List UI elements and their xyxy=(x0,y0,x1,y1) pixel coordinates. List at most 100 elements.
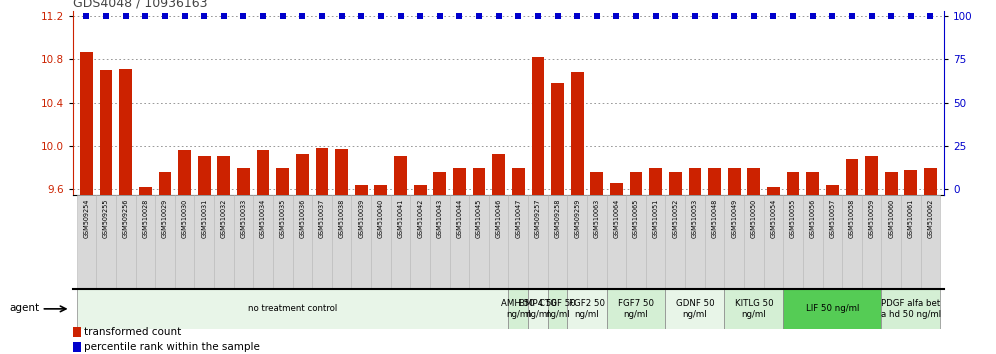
Bar xyxy=(410,195,430,289)
Bar xyxy=(532,57,544,195)
Text: GSM510038: GSM510038 xyxy=(339,199,345,238)
Text: GSM510058: GSM510058 xyxy=(849,199,855,238)
Bar xyxy=(705,195,724,289)
Bar xyxy=(80,52,93,195)
Text: GSM510030: GSM510030 xyxy=(181,199,187,238)
Text: GSM510044: GSM510044 xyxy=(456,199,462,238)
Bar xyxy=(100,70,113,195)
Bar xyxy=(587,195,607,289)
Text: GSM510028: GSM510028 xyxy=(142,199,148,238)
Bar xyxy=(901,195,920,289)
Bar xyxy=(97,195,116,289)
Bar xyxy=(708,168,721,195)
Bar xyxy=(316,148,329,195)
Bar xyxy=(139,187,151,195)
Bar xyxy=(253,195,273,289)
Text: GSM510039: GSM510039 xyxy=(359,199,365,238)
Text: GSM510035: GSM510035 xyxy=(280,199,286,238)
Bar xyxy=(336,149,348,195)
Bar xyxy=(237,168,250,195)
Text: GSM509254: GSM509254 xyxy=(84,199,90,238)
Bar xyxy=(234,195,253,289)
Bar xyxy=(843,195,862,289)
Bar xyxy=(881,195,901,289)
Bar xyxy=(158,172,171,195)
Text: GSM510054: GSM510054 xyxy=(771,199,777,238)
Bar xyxy=(744,195,764,289)
Bar xyxy=(862,195,881,289)
Bar xyxy=(508,289,528,329)
Bar xyxy=(665,289,724,329)
Bar xyxy=(551,83,564,195)
Bar xyxy=(293,195,312,289)
Bar xyxy=(764,195,783,289)
Bar xyxy=(803,195,823,289)
Text: GSM510033: GSM510033 xyxy=(240,199,246,238)
Bar xyxy=(787,172,800,195)
Bar xyxy=(492,154,505,195)
Bar xyxy=(669,172,681,195)
Text: GSM510046: GSM510046 xyxy=(496,199,502,238)
Text: GSM510056: GSM510056 xyxy=(810,199,816,238)
Text: GDS4048 / 10936163: GDS4048 / 10936163 xyxy=(73,0,207,10)
Text: GSM510061: GSM510061 xyxy=(907,199,914,238)
Bar xyxy=(433,172,446,195)
Text: LIF 50 ng/ml: LIF 50 ng/ml xyxy=(806,304,859,313)
Bar xyxy=(649,168,662,195)
Bar xyxy=(77,289,508,329)
Bar xyxy=(449,195,469,289)
Text: GSM510031: GSM510031 xyxy=(201,199,207,238)
Bar xyxy=(924,168,937,195)
Bar xyxy=(767,187,780,195)
Text: GSM510043: GSM510043 xyxy=(437,199,443,238)
Text: AMH 50
ng/ml: AMH 50 ng/ml xyxy=(501,299,535,319)
Bar xyxy=(374,185,387,195)
Text: GDNF 50
ng/ml: GDNF 50 ng/ml xyxy=(675,299,714,319)
Bar xyxy=(390,195,410,289)
Bar xyxy=(626,195,645,289)
Text: CTGF 50
ng/ml: CTGF 50 ng/ml xyxy=(539,299,576,319)
Bar xyxy=(728,168,741,195)
Bar xyxy=(904,170,917,195)
Bar xyxy=(469,195,489,289)
Bar xyxy=(645,195,665,289)
Bar xyxy=(512,168,525,195)
Bar xyxy=(747,168,760,195)
Bar xyxy=(866,156,877,195)
Bar xyxy=(528,195,548,289)
Bar xyxy=(217,156,230,195)
Text: GSM510057: GSM510057 xyxy=(830,199,836,238)
Text: GSM510052: GSM510052 xyxy=(672,199,678,238)
Text: KITLG 50
ng/ml: KITLG 50 ng/ml xyxy=(734,299,773,319)
Bar xyxy=(394,156,407,195)
Bar xyxy=(920,195,940,289)
Bar xyxy=(685,195,705,289)
Bar xyxy=(783,289,881,329)
Bar xyxy=(453,168,466,195)
Text: GSM510065: GSM510065 xyxy=(633,199,639,238)
Bar xyxy=(120,69,132,195)
Bar xyxy=(135,195,155,289)
Bar xyxy=(724,289,783,329)
Text: GSM510042: GSM510042 xyxy=(417,199,423,238)
Bar xyxy=(826,185,839,195)
Bar xyxy=(74,327,81,337)
Text: GSM509255: GSM509255 xyxy=(103,199,110,238)
Text: GSM509256: GSM509256 xyxy=(123,199,128,238)
Text: GSM510036: GSM510036 xyxy=(300,199,306,238)
Bar xyxy=(591,172,604,195)
Bar xyxy=(610,183,622,195)
Bar xyxy=(607,289,665,329)
Text: GSM510064: GSM510064 xyxy=(614,199,620,238)
Bar xyxy=(846,159,859,195)
Bar xyxy=(332,195,352,289)
Bar xyxy=(273,195,293,289)
Bar xyxy=(74,342,81,352)
Bar xyxy=(665,195,685,289)
Text: GSM510051: GSM510051 xyxy=(652,199,658,238)
Text: GSM510060: GSM510060 xyxy=(888,199,894,238)
Text: GSM510041: GSM510041 xyxy=(397,199,403,238)
Text: GSM510050: GSM510050 xyxy=(751,199,757,238)
Bar xyxy=(473,168,485,195)
Bar xyxy=(884,172,897,195)
